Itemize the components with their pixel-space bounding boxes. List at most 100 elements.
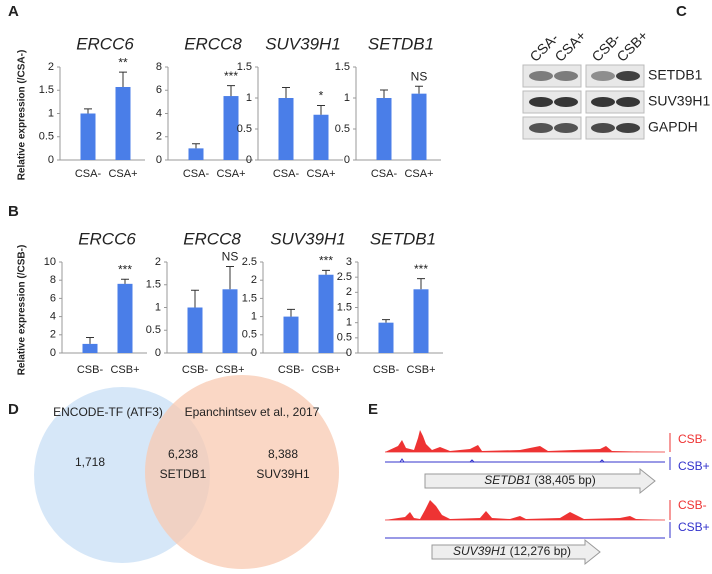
error-bar: [86, 337, 94, 344]
track-label: CSB+: [678, 520, 710, 534]
bar: [376, 98, 392, 160]
blot-band: [591, 97, 615, 107]
y-tick-label: 1.5: [335, 61, 350, 73]
significance: ***: [319, 254, 333, 268]
venn-count: 6,238: [168, 447, 198, 461]
y-tick-label: 4: [50, 311, 56, 323]
bar: [318, 274, 334, 353]
significance: *: [319, 89, 324, 103]
bar: [222, 289, 238, 353]
lane-label: CSB+: [613, 27, 650, 64]
y-tick-label: 10: [44, 256, 56, 268]
y-tick-label: 0: [50, 347, 56, 359]
track-label: CSB-: [678, 498, 707, 512]
error-bar: [191, 289, 199, 308]
gene-track-label: SETDB1 (38,405 bp): [484, 473, 595, 487]
blot-row-label: GAPDH: [648, 119, 698, 135]
y-tick-label: 1.5: [242, 292, 257, 304]
y-tick-label: 2: [156, 131, 162, 143]
x-tick-label: CSB-: [373, 364, 400, 376]
bar: [80, 113, 96, 160]
y-tick-label: 1: [48, 107, 54, 119]
y-tick-label: 0.5: [146, 324, 161, 336]
y-tick-label: 0: [156, 154, 162, 166]
blot-band: [591, 123, 615, 133]
y-tick-label: 1: [346, 317, 352, 329]
venn-title: ENCODE-TF (ATF3): [53, 405, 163, 419]
chart-title: SETDB1: [370, 229, 436, 248]
x-tick-label: CSB+: [311, 364, 340, 376]
y-tick-label: 4: [156, 107, 162, 119]
y-tick-label: 2: [251, 274, 257, 286]
chart-title: ERCC6: [78, 229, 136, 248]
y-tick-label: 0.5: [335, 123, 350, 135]
gene-name: SUV39H1: [453, 544, 506, 558]
bar: [413, 289, 429, 353]
bar: [278, 98, 294, 160]
y-tick-label: 0.5: [337, 332, 352, 344]
y-tick-label: 0: [155, 347, 161, 359]
y-tick-label: 0: [346, 347, 352, 359]
blot-band: [616, 97, 640, 107]
x-tick-label: CSB+: [215, 364, 244, 376]
x-tick-label: CSA-: [371, 168, 398, 180]
error-bar: [287, 308, 295, 317]
error-bar: [227, 85, 235, 97]
y-tick-label: 0: [48, 154, 54, 166]
error-bar: [380, 89, 388, 98]
x-tick-label: CSA+: [108, 168, 137, 180]
x-tick-label: CSB-: [77, 364, 104, 376]
track-1: SETDB1 (38,405 bp) CSB- CSB+: [385, 430, 710, 495]
bar: [283, 316, 299, 353]
bar: [115, 86, 131, 160]
y-tick-label: 0: [246, 154, 252, 166]
venn-count: 1,718: [75, 455, 105, 469]
bar: [188, 148, 204, 160]
y-tick-label: 8: [156, 61, 162, 73]
x-tick-label: CSA-: [75, 168, 102, 180]
y-tick-label: 0: [344, 154, 350, 166]
venn-count: 8,388: [268, 447, 298, 461]
error-bar: [317, 104, 325, 115]
significance: **: [118, 55, 128, 69]
blot-row-label: SUV39H1: [648, 93, 710, 109]
y-tick-label: 1: [246, 92, 252, 104]
y-axis-label: Relative expression (/CSB-): [17, 245, 28, 376]
gene-size: (12,276 bp): [510, 544, 571, 558]
y-tick-label: 1.5: [39, 84, 54, 96]
y-tick-label: 1: [344, 92, 350, 104]
x-tick-label: CSB+: [406, 364, 435, 376]
chart-title: SUV39H1: [265, 34, 341, 53]
chart-title: SUV39H1: [270, 229, 346, 248]
y-tick-label: 0: [251, 347, 257, 359]
y-tick-label: 6: [50, 292, 56, 304]
venn-title: Epanchintsev et al., 2017: [185, 405, 320, 419]
blot-band: [529, 71, 553, 81]
venn-gene: SUV39H1: [256, 467, 310, 481]
y-tick-label: 1.5: [237, 61, 252, 73]
error-bar: [121, 278, 129, 284]
bar: [411, 93, 427, 160]
chart-title: ERCC6: [76, 34, 134, 53]
x-tick-label: CSA-: [183, 168, 210, 180]
panel-label: A: [8, 3, 19, 20]
x-tick-label: CSB-: [182, 364, 209, 376]
panel-label: C: [676, 3, 687, 20]
y-tick-label: 2: [155, 256, 161, 268]
venn-gene: SETDB1: [160, 467, 207, 481]
chart-title: ERCC8: [183, 229, 241, 248]
blot-band: [529, 123, 553, 133]
error-bar: [282, 86, 290, 98]
y-tick-label: 2: [48, 61, 54, 73]
blot-band: [591, 71, 615, 81]
error-bar: [192, 143, 200, 149]
x-tick-label: CSB+: [110, 364, 139, 376]
blot-band: [554, 123, 578, 133]
significance: ***: [414, 262, 428, 276]
x-tick-label: CSB-: [278, 364, 305, 376]
bar: [117, 283, 133, 353]
blot-band: [616, 123, 640, 133]
error-bar: [226, 266, 234, 290]
gene-name: SETDB1: [484, 473, 531, 487]
